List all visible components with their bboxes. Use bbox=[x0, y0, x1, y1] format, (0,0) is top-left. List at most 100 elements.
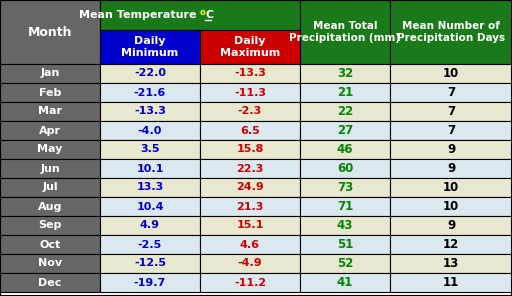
Bar bbox=[390, 254, 512, 273]
Text: 3.5: 3.5 bbox=[140, 144, 160, 155]
Text: 4.9: 4.9 bbox=[140, 221, 160, 231]
Text: o: o bbox=[200, 8, 206, 17]
Text: 52: 52 bbox=[337, 257, 353, 270]
Bar bbox=[100, 178, 200, 197]
Text: 10: 10 bbox=[443, 200, 459, 213]
Text: 43: 43 bbox=[337, 219, 353, 232]
Text: Sep: Sep bbox=[38, 221, 61, 231]
Text: Feb: Feb bbox=[39, 88, 61, 97]
Text: 7: 7 bbox=[447, 124, 455, 137]
Bar bbox=[200, 102, 300, 121]
Bar bbox=[300, 83, 390, 102]
Bar bbox=[100, 140, 200, 159]
Bar bbox=[0, 197, 100, 216]
Text: 13: 13 bbox=[443, 257, 459, 270]
Bar bbox=[390, 83, 512, 102]
Bar bbox=[200, 121, 300, 140]
Text: 22: 22 bbox=[337, 105, 353, 118]
Text: 51: 51 bbox=[337, 238, 353, 251]
Text: 10.1: 10.1 bbox=[136, 163, 164, 173]
Bar bbox=[200, 216, 300, 235]
Bar bbox=[0, 83, 100, 102]
Text: 22.3: 22.3 bbox=[237, 163, 264, 173]
Bar bbox=[0, 216, 100, 235]
Bar bbox=[300, 197, 390, 216]
Text: 9: 9 bbox=[447, 162, 455, 175]
Text: Mean Total
Precipitation (mm): Mean Total Precipitation (mm) bbox=[289, 21, 400, 43]
Text: 32: 32 bbox=[337, 67, 353, 80]
Text: -2.3: -2.3 bbox=[238, 107, 262, 117]
Bar bbox=[0, 102, 100, 121]
Bar bbox=[200, 30, 300, 64]
Bar bbox=[390, 235, 512, 254]
Text: 4.6: 4.6 bbox=[240, 239, 260, 250]
Bar bbox=[300, 254, 390, 273]
Bar bbox=[390, 273, 512, 292]
Bar bbox=[300, 102, 390, 121]
Bar bbox=[200, 273, 300, 292]
Bar bbox=[390, 197, 512, 216]
Text: 15.1: 15.1 bbox=[237, 221, 264, 231]
Text: -22.0: -22.0 bbox=[134, 68, 166, 78]
Bar bbox=[300, 235, 390, 254]
Text: -4.0: -4.0 bbox=[138, 126, 162, 136]
Bar bbox=[0, 121, 100, 140]
Bar bbox=[390, 140, 512, 159]
Text: -13.3: -13.3 bbox=[134, 107, 166, 117]
Bar bbox=[390, 159, 512, 178]
Text: Apr: Apr bbox=[39, 126, 61, 136]
Text: Aug: Aug bbox=[38, 202, 62, 212]
Text: 11: 11 bbox=[443, 276, 459, 289]
Bar bbox=[100, 102, 200, 121]
Bar bbox=[100, 83, 200, 102]
Bar bbox=[200, 178, 300, 197]
Text: C: C bbox=[205, 10, 213, 20]
Bar bbox=[100, 159, 200, 178]
Text: -11.2: -11.2 bbox=[234, 278, 266, 287]
Text: 6.5: 6.5 bbox=[240, 126, 260, 136]
Bar bbox=[300, 140, 390, 159]
Text: Daily
Maximum: Daily Maximum bbox=[220, 36, 280, 58]
Text: 10: 10 bbox=[443, 181, 459, 194]
Bar bbox=[200, 159, 300, 178]
Text: -19.7: -19.7 bbox=[134, 278, 166, 287]
Text: 9: 9 bbox=[447, 219, 455, 232]
Text: Nov: Nov bbox=[38, 258, 62, 268]
Text: Daily
Minimum: Daily Minimum bbox=[121, 36, 179, 58]
Bar bbox=[300, 178, 390, 197]
Text: Oct: Oct bbox=[39, 239, 60, 250]
Bar bbox=[100, 273, 200, 292]
Bar bbox=[100, 197, 200, 216]
Text: 15.8: 15.8 bbox=[237, 144, 264, 155]
Bar bbox=[100, 235, 200, 254]
Text: Mean Number of
Precipitation Days: Mean Number of Precipitation Days bbox=[397, 21, 505, 43]
Bar bbox=[200, 197, 300, 216]
Bar bbox=[200, 83, 300, 102]
Bar bbox=[200, 140, 300, 159]
Text: -4.9: -4.9 bbox=[238, 258, 262, 268]
Text: 24.9: 24.9 bbox=[236, 183, 264, 192]
Bar bbox=[300, 216, 390, 235]
Text: 21: 21 bbox=[337, 86, 353, 99]
Text: May: May bbox=[37, 144, 62, 155]
Bar bbox=[0, 0, 100, 64]
Bar bbox=[100, 30, 200, 64]
Bar bbox=[0, 254, 100, 273]
Text: -11.3: -11.3 bbox=[234, 88, 266, 97]
Bar bbox=[100, 0, 300, 30]
Text: 60: 60 bbox=[337, 162, 353, 175]
Bar bbox=[390, 178, 512, 197]
Text: -12.5: -12.5 bbox=[134, 258, 166, 268]
Bar bbox=[200, 64, 300, 83]
Bar bbox=[0, 159, 100, 178]
Bar bbox=[100, 216, 200, 235]
Bar bbox=[300, 273, 390, 292]
Text: 7: 7 bbox=[447, 105, 455, 118]
Bar bbox=[200, 254, 300, 273]
Text: -21.6: -21.6 bbox=[134, 88, 166, 97]
Text: -2.5: -2.5 bbox=[138, 239, 162, 250]
Text: 41: 41 bbox=[337, 276, 353, 289]
Bar bbox=[100, 121, 200, 140]
Bar bbox=[0, 178, 100, 197]
Text: 9: 9 bbox=[447, 143, 455, 156]
